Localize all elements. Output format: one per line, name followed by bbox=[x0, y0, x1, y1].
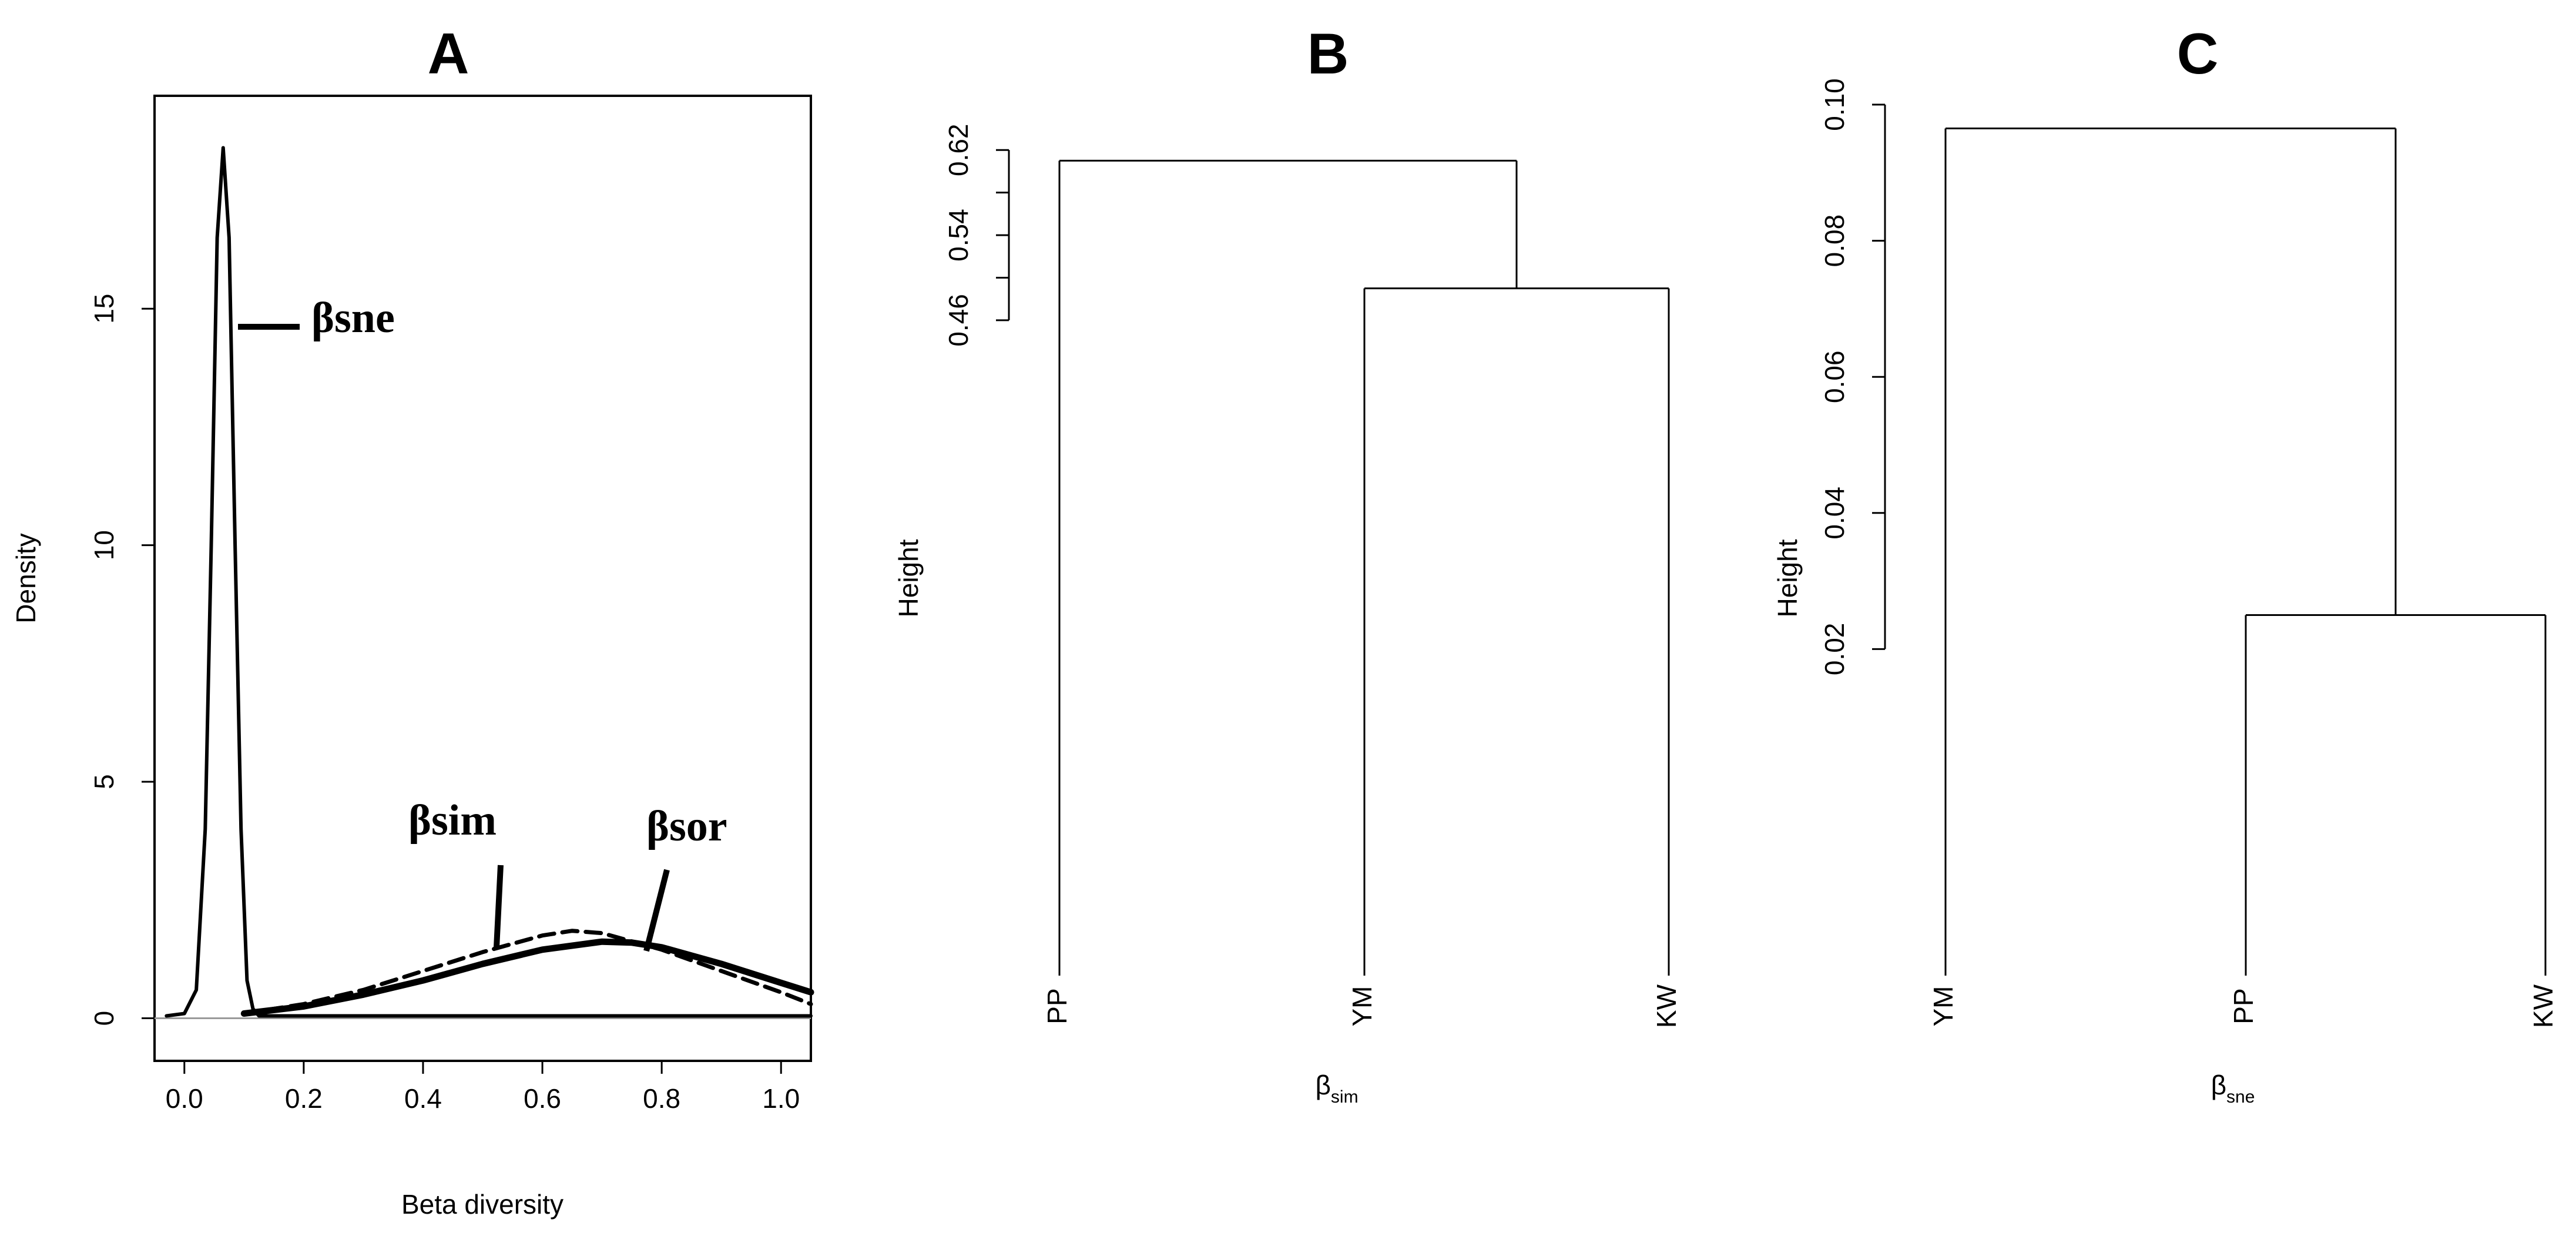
y-tick-label: 5 bbox=[89, 774, 119, 789]
leaf-label-ym: YM bbox=[1928, 986, 1958, 1027]
panel-b-x-axis-label-sub: sim bbox=[1331, 1087, 1359, 1107]
panel-a-x-ticks: 0.0 0.2 0.4 0.6 0.8 1.0 bbox=[166, 1061, 800, 1114]
panel-c-x-axis-label-sub: sne bbox=[2226, 1087, 2255, 1107]
panel-b-tree bbox=[1058, 159, 1670, 976]
leaf-label-kw: KW bbox=[2528, 984, 2558, 1028]
sne-curve-label: βsne bbox=[311, 294, 395, 342]
panel-c-title: C bbox=[2177, 21, 2219, 86]
panel-b-x-axis-label-main: β bbox=[1315, 1070, 1330, 1100]
panel-c-x-axis-label: βsne bbox=[2211, 1070, 2255, 1107]
y-tick-label: 0.04 bbox=[1819, 487, 1850, 540]
y-tick-label: 0.02 bbox=[1819, 623, 1850, 676]
panel-b-dendrogram: B 0.46 0.54 0.62 PP YM KW Height βsim bbox=[893, 21, 1682, 1107]
panel-c-x-axis-label-main: β bbox=[2211, 1070, 2226, 1100]
y-tick-label: 0.62 bbox=[943, 123, 974, 176]
panel-a-plot-frame bbox=[153, 95, 812, 1062]
y-tick-label: 0.06 bbox=[1819, 350, 1850, 403]
leaf-label-ym: YM bbox=[1347, 986, 1377, 1027]
panel-a-y-axis-label: Density bbox=[11, 533, 41, 623]
sor-curve-label: βsor bbox=[646, 802, 727, 850]
y-tick-label: 0.46 bbox=[943, 294, 974, 347]
panel-c-y-axis-label: Height bbox=[1772, 539, 1803, 617]
series-line-0 bbox=[165, 146, 813, 1018]
y-tick-label: 0.10 bbox=[1819, 78, 1850, 131]
panel-a-y-ticks: 0 5 10 15 bbox=[89, 294, 155, 1026]
panel-c-leaf-labels: YM PP KW bbox=[1928, 984, 2558, 1028]
sim-label-pointer bbox=[494, 865, 504, 948]
leaf-label-pp: PP bbox=[1042, 988, 1072, 1024]
panel-c-y-axis: 0.02 0.04 0.06 0.08 0.10 bbox=[1819, 78, 1886, 676]
x-tick-label: 0.8 bbox=[643, 1083, 680, 1114]
panel-b-x-axis-label: βsim bbox=[1315, 1070, 1358, 1107]
series-line-2 bbox=[240, 938, 814, 1017]
leaf-label-kw: KW bbox=[1651, 984, 1682, 1028]
panel-c-tree bbox=[1944, 128, 2547, 976]
x-tick-label: 0.0 bbox=[166, 1083, 203, 1114]
y-tick-label: 10 bbox=[89, 530, 119, 560]
panel-c-dendrogram: C 0.02 0.04 0.06 0.08 0.10 YM PP KW Height βsn… bbox=[1772, 21, 2558, 1107]
y-tick-label: 0 bbox=[89, 1011, 119, 1026]
y-tick-label: 15 bbox=[89, 294, 119, 324]
series-line-1 bbox=[242, 929, 813, 1016]
sim-curve-label: βsim bbox=[408, 796, 497, 845]
x-tick-label: 0.4 bbox=[404, 1083, 442, 1114]
x-tick-label: 1.0 bbox=[762, 1083, 800, 1114]
panel-a-series bbox=[155, 146, 814, 1020]
panel-b-y-axis-label: Height bbox=[893, 539, 924, 617]
x-tick-label: 0.2 bbox=[285, 1083, 323, 1114]
panel-b-title: B bbox=[1307, 21, 1349, 86]
x-tick-label: 0.6 bbox=[524, 1083, 561, 1114]
y-tick-label: 0.08 bbox=[1819, 215, 1850, 267]
panel-a-title: A bbox=[428, 21, 469, 86]
panel-a-x-axis-label: Beta diversity bbox=[401, 1189, 564, 1220]
leaf-label-pp: PP bbox=[2228, 988, 2259, 1024]
y-tick-label: 0.54 bbox=[943, 209, 974, 262]
panel-b-leaf-labels: PP YM KW bbox=[1042, 984, 1682, 1028]
panel-a-density-plot: A 0.0 0.2 0.4 0.6 0.8 1.0 0 5 10 15 Beta diversi… bbox=[11, 21, 814, 1220]
panel-b-y-axis: 0.46 0.54 0.62 bbox=[943, 123, 1010, 347]
sor-label-pointer bbox=[643, 869, 670, 952]
